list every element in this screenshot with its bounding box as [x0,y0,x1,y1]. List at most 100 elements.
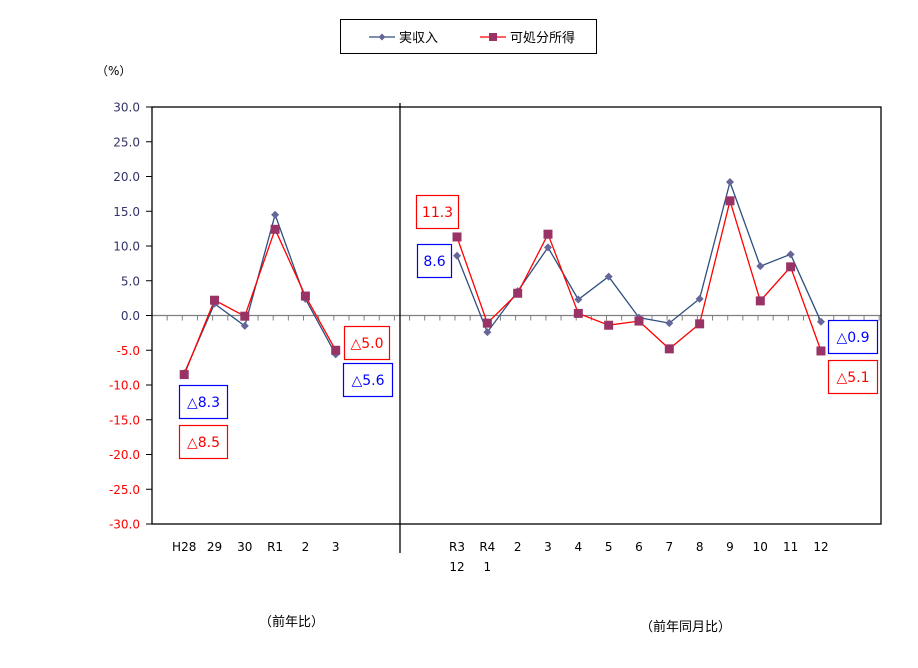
svg-text:11.3: 11.3 [422,205,453,221]
x-tick-label: R3 [449,540,465,554]
square-marker [300,291,310,301]
zero-baseline [152,314,881,321]
legend-label: 実収入 [399,31,439,46]
y-tick-label: 25.0 [113,135,140,149]
diamond-marker [665,319,674,328]
square-marker [604,320,614,330]
panel-monthly [452,178,826,356]
square-marker [240,311,250,321]
square-marker [210,295,219,305]
x-tick-label: 12 [449,560,464,574]
series-line [183,212,337,374]
square-marker [482,318,492,328]
square-marker [543,229,553,239]
series-line [456,179,822,334]
square-marker [634,316,644,326]
value-callout: △0.9 [827,319,879,355]
x-tick-label: 10 [753,540,768,554]
value-callout: 11.3 [415,194,460,230]
y-tick-label: -5.0 [117,344,140,358]
y-axis-unit-label: （%） [96,64,132,78]
x-tick-label: 11 [783,540,798,554]
svg-text:8.6: 8.6 [423,254,445,270]
value-callout: △5.6 [342,362,394,398]
diamond-marker [786,250,795,259]
y-tick-label: -10.0 [109,379,140,393]
series-line [183,227,337,375]
y-tick-label: -25.0 [109,483,140,497]
y-tick-label: 20.0 [113,170,140,184]
plot-frame [151,103,882,553]
y-axis: 30.0 25.0 20.0 15.0 10.0 5.0 0.0 -5.0 -10.0 -15.0… [109,101,152,532]
y-tick-label: 15.0 [113,205,140,219]
square-marker [786,262,796,272]
x-tick-label: 12 [813,540,828,554]
svg-text:△5.6: △5.6 [351,373,384,389]
x-tick-label: 4 [574,540,582,554]
svg-text:△0.9: △0.9 [836,330,869,346]
x-tick-label: 2 [302,540,310,554]
monthly-panel-caption: （前年同月比） [640,620,732,635]
value-callout: 8.6 [416,243,453,279]
diamond-marker [543,243,552,252]
square-marker [573,308,583,318]
value-callout: △8.3 [178,384,229,420]
diamond-marker [756,262,765,271]
square-marker [270,224,280,234]
square-marker [452,232,462,242]
value-callout: △5.0 [343,325,391,361]
diamond-marker [695,294,704,303]
diamond-marker [604,272,613,281]
x-tick-label: 6 [635,540,643,554]
diamond-marker [574,295,583,304]
diamond-marker [725,178,734,187]
square-marker [695,319,705,329]
x-tick-label: 29 [207,540,222,554]
svg-text:△5.1: △5.1 [836,370,869,386]
diamond-marker [240,321,249,330]
x-tick-label: 3 [544,540,552,554]
value-callout: △5.1 [827,359,879,395]
x-tick-label: 8 [696,540,704,554]
square-marker [331,345,341,355]
y-tick-label: -20.0 [109,448,140,462]
y-tick-label: 30.0 [113,101,140,115]
panel-annual [179,210,341,380]
x-tick-label: 7 [665,540,673,554]
square-marker [513,288,523,298]
y-tick-label: 5.0 [121,274,140,288]
y-tick-label: 10.0 [113,240,140,254]
y-tick-label: 0.0 [121,309,140,323]
x-tick-label: 1 [484,560,492,574]
y-tick-label: -30.0 [109,518,140,532]
x-tick-label: R4 [479,540,495,554]
diamond-marker [483,328,492,337]
legend-item-kashobun: 可処分所得 [480,27,575,46]
x-tick-label: 3 [332,540,340,554]
diamond-marker [453,251,461,260]
value-annotations: △8.3 △8.5 △5.0 △5.6 11.3 8.6 △0.9 △5.1 [178,194,879,460]
chart-legend: 実収入 可処分所得 [340,19,597,54]
x-tick-label: 5 [605,540,613,554]
square-marker [664,344,674,354]
series-line [456,198,822,352]
svg-text:△5.0: △5.0 [350,336,383,352]
square-marker [755,296,765,306]
square-line-icon [480,32,507,41]
x-tick-label: R1 [267,540,283,554]
square-marker [179,370,189,380]
legend-label: 可処分所得 [510,31,576,46]
svg-text:△8.3: △8.3 [187,395,220,411]
x-tick-label: 2 [514,540,522,554]
svg-text:△8.5: △8.5 [187,435,220,451]
square-marker [725,196,735,206]
annual-panel-caption: （前年比） [259,615,325,630]
series-layer [179,178,826,380]
diamond-line-icon [369,33,395,40]
legend-item-jitsushunyu: 実収入 [369,27,438,46]
diamond-marker [816,317,825,326]
y-tick-label: -15.0 [109,413,140,427]
diamond-marker [271,210,280,219]
